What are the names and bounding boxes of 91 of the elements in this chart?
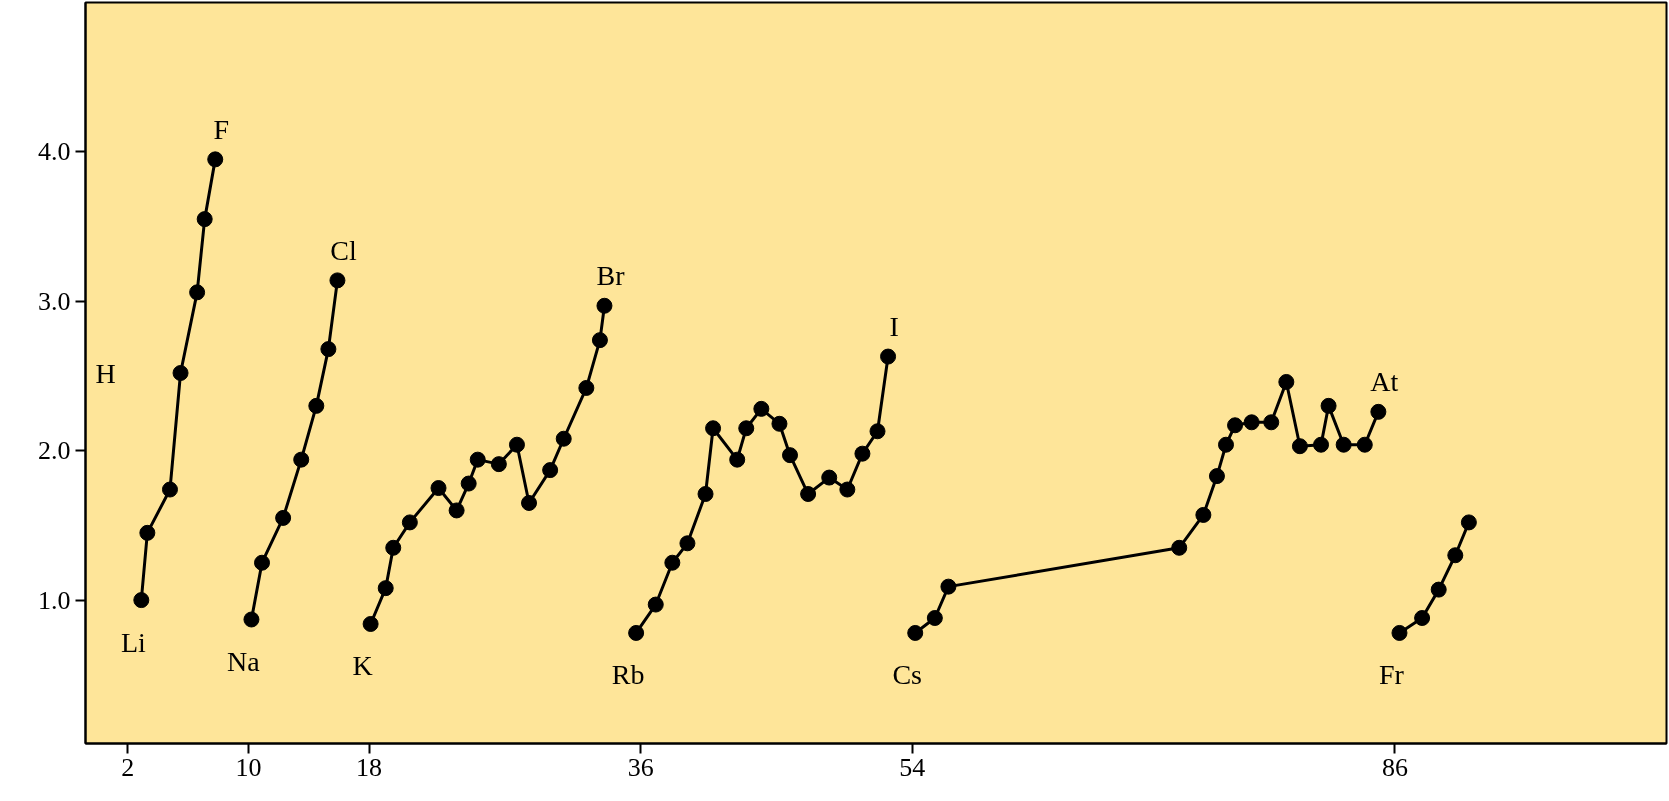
annotation: At xyxy=(1370,366,1399,398)
point xyxy=(1278,373,1295,390)
point xyxy=(1335,436,1352,453)
point xyxy=(189,284,206,301)
annotation: I xyxy=(889,311,899,343)
annotation: Br xyxy=(596,260,626,292)
point xyxy=(1320,397,1337,414)
point xyxy=(753,400,770,417)
point xyxy=(1356,436,1373,453)
point xyxy=(591,332,608,349)
point xyxy=(161,481,178,498)
point xyxy=(821,469,838,486)
point xyxy=(854,445,871,462)
point xyxy=(1460,514,1477,531)
point xyxy=(697,486,714,502)
point xyxy=(1217,436,1234,453)
point xyxy=(430,480,447,497)
point xyxy=(254,554,270,571)
point xyxy=(243,611,260,628)
point xyxy=(869,423,886,440)
point xyxy=(1414,610,1431,626)
x-tick-label: 18 xyxy=(356,752,383,782)
point xyxy=(172,365,189,381)
point xyxy=(839,481,856,498)
point xyxy=(771,415,788,432)
y-tick-label: 3.0 xyxy=(38,286,71,316)
point xyxy=(320,341,337,358)
point xyxy=(329,272,346,289)
point xyxy=(1313,436,1330,453)
point xyxy=(679,535,696,552)
annotation: Rb xyxy=(611,659,645,691)
point xyxy=(448,502,465,519)
point xyxy=(1447,547,1464,564)
point xyxy=(196,211,213,228)
x-tick-label: 10 xyxy=(235,752,262,782)
point xyxy=(578,379,595,396)
annotation: F xyxy=(213,113,230,145)
point xyxy=(1195,506,1212,523)
point xyxy=(907,624,924,641)
point xyxy=(782,447,799,464)
point xyxy=(1227,417,1244,434)
point xyxy=(1291,438,1308,455)
point xyxy=(469,451,486,468)
point xyxy=(377,580,394,597)
x-tick-label: 86 xyxy=(1381,752,1408,782)
point xyxy=(926,610,943,626)
annotation: Na xyxy=(227,646,261,677)
point xyxy=(1430,581,1447,598)
y-tick-label: 4.0 xyxy=(38,137,71,167)
y-tick-label: 2.0 xyxy=(38,436,71,466)
point xyxy=(1243,414,1260,431)
point xyxy=(1263,414,1280,431)
point xyxy=(542,462,559,479)
annotation: K xyxy=(352,650,373,682)
point xyxy=(385,539,402,556)
point xyxy=(521,494,538,511)
point xyxy=(139,524,156,541)
x-tick-label: 54 xyxy=(899,752,926,782)
point xyxy=(1370,403,1387,420)
point xyxy=(800,486,817,502)
point xyxy=(207,151,224,168)
point xyxy=(508,436,525,453)
point xyxy=(647,596,664,613)
annotation: Cl xyxy=(330,234,357,266)
x-tick-label: 2 xyxy=(121,752,135,782)
y-tick-label: 1.0 xyxy=(38,585,71,615)
annotation: Fr xyxy=(1379,659,1405,691)
point xyxy=(133,592,150,609)
point xyxy=(729,451,746,468)
point xyxy=(1171,539,1188,556)
point xyxy=(664,554,681,571)
point xyxy=(628,624,645,641)
point xyxy=(362,616,379,632)
annotation: Cs xyxy=(892,659,923,691)
point xyxy=(275,509,292,526)
point xyxy=(1391,624,1408,641)
point xyxy=(1208,468,1225,485)
annotation: Li xyxy=(120,626,146,658)
point xyxy=(940,578,957,595)
point xyxy=(705,420,722,437)
x-tick-label: 36 xyxy=(627,752,654,782)
point xyxy=(596,297,613,314)
point xyxy=(555,430,572,447)
point xyxy=(738,420,755,437)
point xyxy=(880,348,897,365)
point xyxy=(293,451,310,468)
point xyxy=(490,456,507,473)
point xyxy=(308,397,325,414)
annotation: H xyxy=(95,357,116,389)
point xyxy=(460,475,477,492)
point xyxy=(401,514,418,531)
